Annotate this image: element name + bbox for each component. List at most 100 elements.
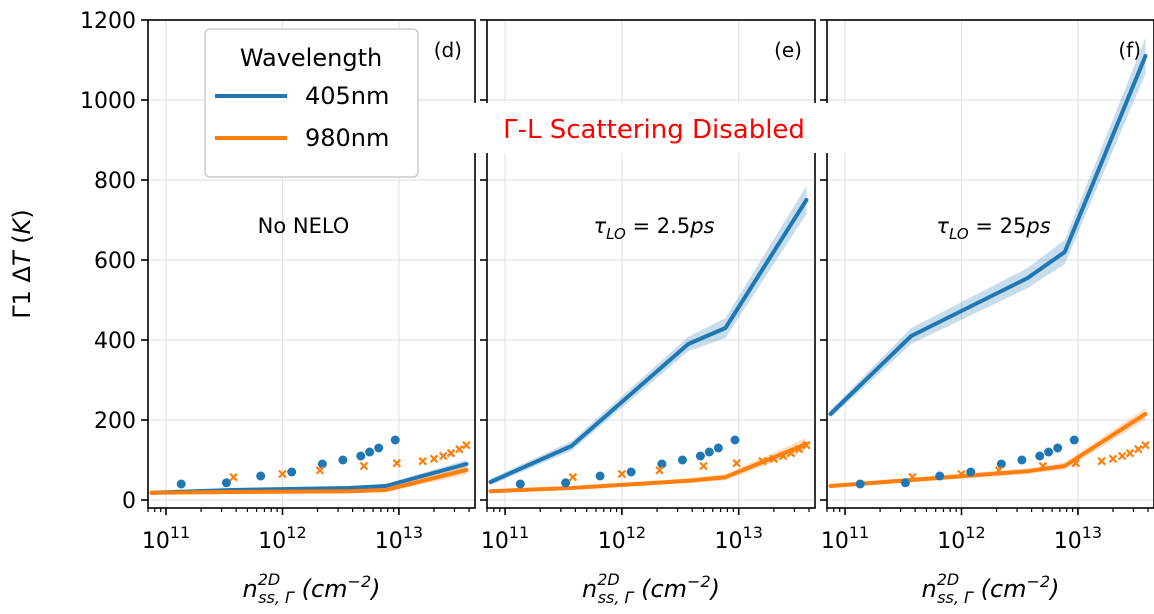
marker-980nm — [455, 444, 464, 454]
legend-label-980nm: 980nm — [305, 124, 389, 152]
marker-980nm — [655, 466, 664, 475]
y-tick-label: 0 — [122, 489, 136, 514]
marker-980nm — [1097, 456, 1106, 466]
plot-area — [488, 186, 811, 494]
marker-980nm — [1125, 448, 1135, 458]
marker-405nm — [1035, 451, 1045, 461]
marker-405nm — [1044, 447, 1054, 457]
legend: Wavelength 405nm 980nm — [204, 28, 419, 178]
panel-annotation: τLO = 25ps — [936, 214, 1050, 243]
marker-980nm — [568, 472, 578, 482]
marker-980nm — [1134, 444, 1143, 454]
marker-980nm — [1141, 440, 1150, 450]
banner: Γ-L Scattering Disabled — [455, 103, 853, 153]
banner-box — [455, 103, 853, 153]
marker-405nm — [695, 451, 705, 461]
series-line-980nm — [828, 412, 1148, 488]
marker-405nm — [704, 447, 714, 457]
panel-frame — [486, 19, 816, 509]
x-axis-label: n2D ss, Γ (cm−2) — [582, 570, 720, 607]
marker-405nm — [338, 455, 348, 465]
marker-405nm — [256, 471, 266, 481]
y-tick-label: 200 — [94, 409, 136, 434]
marker-405nm — [855, 479, 865, 489]
marker-980nm — [778, 451, 788, 461]
marker-980nm — [462, 440, 471, 450]
x-axis-label: n2D ss, Γ (cm−2) — [242, 570, 380, 607]
confidence-band-405nm — [830, 38, 1146, 418]
marker-405nm — [657, 459, 667, 469]
confidence-band-980nm — [830, 408, 1146, 488]
y-axis-label: Γ1 ΔT (K) — [8, 209, 36, 318]
marker-405nm — [176, 479, 186, 489]
x-tick-label: 1011 — [481, 523, 529, 554]
marker-980nm — [957, 469, 966, 479]
confidence-band-980nm — [490, 438, 807, 494]
marker-980nm — [446, 448, 456, 458]
marker-405nm — [730, 435, 740, 445]
x-tick-label: 1011 — [821, 523, 869, 554]
x-tick-label: 1013 — [1054, 523, 1102, 554]
y-tick-label: 400 — [94, 329, 136, 354]
marker-980nm — [786, 448, 796, 458]
series-line-405nm — [828, 54, 1148, 416]
marker-980nm — [418, 456, 427, 466]
panel-f: 1011 1012 1013 n2D ss, Γ (cm−2) (f) τLO = 25ps — [821, 19, 1154, 607]
marker-980nm — [769, 454, 779, 464]
panel-frame — [826, 19, 1154, 509]
marker-405nm — [677, 455, 687, 465]
panel-annotation: τLO = 2.5ps — [594, 214, 715, 243]
panel-label: (e) — [774, 38, 802, 62]
marker-980nm — [359, 461, 369, 471]
x-tick-label: 1011 — [142, 523, 190, 554]
banner-text: Γ-L Scattering Disabled — [503, 115, 805, 145]
marker-980nm — [802, 440, 811, 450]
marker-980nm — [1117, 451, 1127, 461]
marker-405nm — [713, 443, 723, 453]
x-tick-label: 1013 — [375, 523, 423, 554]
marker-405nm — [996, 459, 1006, 469]
marker-405nm — [317, 459, 327, 469]
marker-980nm — [1038, 461, 1048, 471]
marker-980nm — [229, 472, 238, 482]
x-tick-label: 1012 — [258, 523, 306, 554]
marker-405nm — [1069, 435, 1079, 445]
plot-area — [149, 435, 471, 495]
series-line-980nm — [488, 442, 809, 494]
panel-e: 1011 1012 1013 n2D ss, Γ (cm−2) (e) τLO = 2.5p… — [481, 19, 816, 607]
marker-980nm — [1108, 454, 1118, 464]
marker-980nm — [1071, 458, 1081, 468]
marker-405nm — [356, 451, 366, 461]
marker-980nm — [278, 469, 287, 479]
marker-405nm — [515, 479, 525, 489]
marker-405nm — [374, 443, 384, 453]
marker-980nm — [794, 444, 804, 454]
series-line-980nm — [149, 468, 469, 495]
marker-405nm — [221, 478, 231, 488]
marker-405nm — [935, 471, 945, 481]
panel-label: (d) — [434, 38, 462, 62]
marker-405nm — [287, 467, 297, 477]
legend-title: Wavelength — [240, 44, 382, 72]
legend-label-405nm: 405nm — [305, 82, 389, 110]
marker-980nm — [438, 451, 448, 461]
marker-405nm — [1053, 443, 1063, 453]
marker-405nm — [390, 435, 400, 445]
marker-980nm — [617, 469, 627, 479]
panel-annotation: No NELO — [258, 214, 350, 238]
y-tick-label: 800 — [94, 169, 136, 194]
marker-980nm — [732, 458, 741, 468]
marker-405nm — [365, 447, 375, 457]
x-tick-label: 1013 — [715, 523, 763, 554]
marker-405nm — [1017, 455, 1027, 465]
x-tick-label: 1012 — [598, 523, 646, 554]
x-tick-label: 1012 — [937, 523, 985, 554]
marker-405nm — [626, 467, 636, 477]
marker-980nm — [699, 461, 708, 471]
series-line-405nm — [149, 462, 469, 495]
marker-980nm — [392, 458, 402, 468]
panel-d: 1011 1012 1013 n2D ss, Γ (cm−2) (d) No NELO — [142, 19, 476, 607]
y-tick-label: 1200 — [80, 9, 136, 34]
panel-frame — [147, 19, 476, 509]
